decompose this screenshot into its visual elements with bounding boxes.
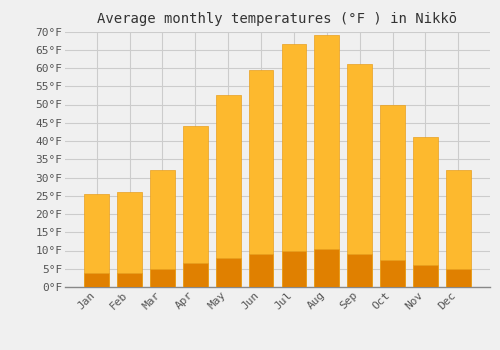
Bar [84, 194, 109, 287]
Bar [216, 95, 240, 287]
Bar [413, 137, 438, 287]
Bar [282, 44, 306, 287]
Title: Average monthly temperatures (°F ) in Nikkō: Average monthly temperatures (°F ) in Ni… [98, 12, 458, 26]
Bar [380, 260, 405, 287]
Bar [150, 170, 174, 287]
Bar [248, 254, 274, 287]
Bar [248, 70, 274, 287]
Bar [84, 273, 109, 287]
Bar [348, 64, 372, 287]
Bar [150, 270, 174, 287]
Bar [183, 263, 208, 287]
Bar [183, 126, 208, 287]
Bar [446, 170, 470, 287]
Bar [282, 251, 306, 287]
Bar [314, 35, 339, 287]
Bar [117, 273, 142, 287]
Bar [216, 258, 240, 287]
Bar [117, 192, 142, 287]
Bar [446, 270, 470, 287]
Bar [413, 265, 438, 287]
Bar [314, 249, 339, 287]
Bar [380, 105, 405, 287]
Bar [348, 254, 372, 287]
